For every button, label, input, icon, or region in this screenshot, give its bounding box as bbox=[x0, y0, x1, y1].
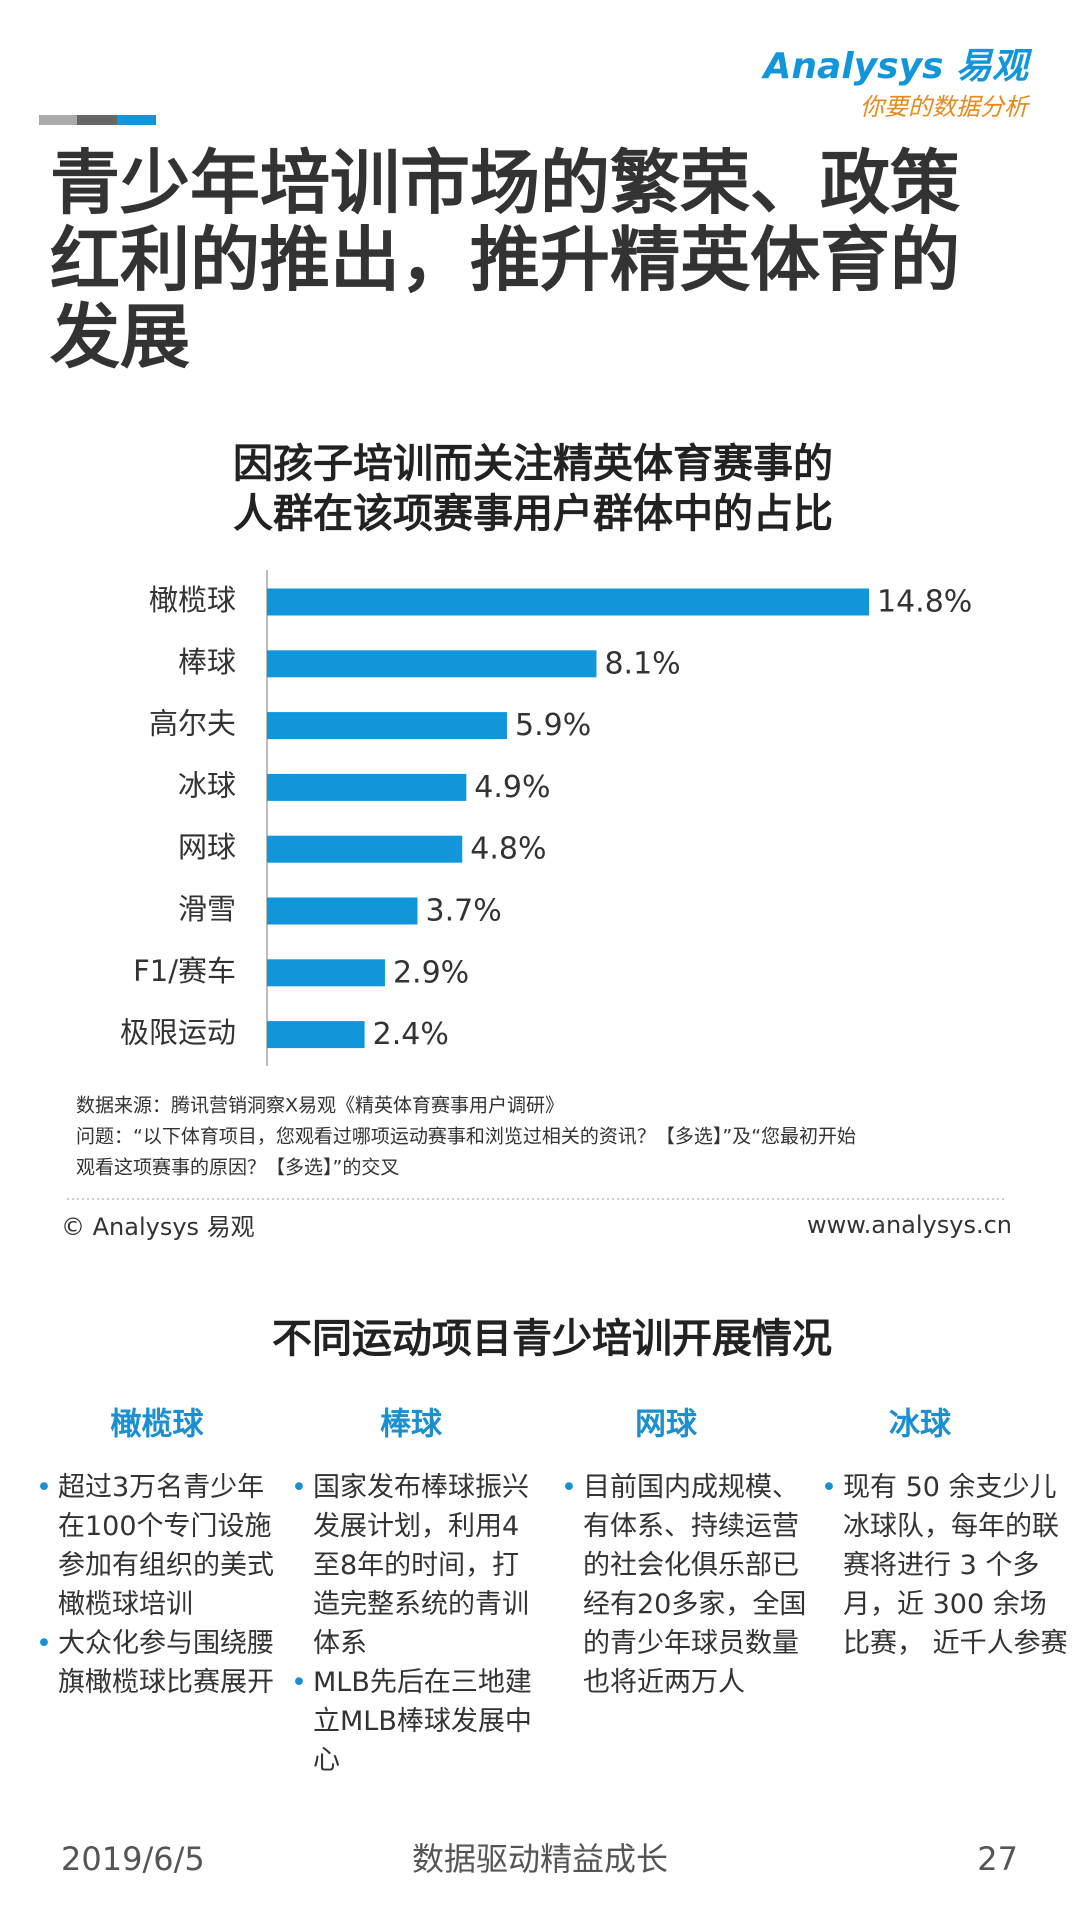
bar bbox=[267, 1021, 365, 1049]
column-body: 超过3万名青少年在100个专门设施参加有组织的美式橄榄球培训大众化参与围绕腰旗橄… bbox=[36, 1468, 286, 1702]
value-label: 5.9% bbox=[515, 708, 591, 743]
category-label: 极限运动 bbox=[120, 1016, 236, 1050]
category-label: 橄榄球 bbox=[149, 583, 236, 617]
bar bbox=[267, 773, 467, 801]
value-label: 14.8% bbox=[877, 585, 972, 620]
bar bbox=[267, 650, 597, 678]
bullet: MLB先后在三地建立MLB棒球发展中心 bbox=[291, 1663, 541, 1780]
copyright: © Analysys 易观 bbox=[61, 1213, 255, 1241]
value-label: 2.9% bbox=[393, 955, 469, 990]
column-title: 冰球 bbox=[889, 1407, 952, 1443]
source-note: 数据来源：腾讯营销洞察X易观《精英体育赛事用户调研》 bbox=[76, 1095, 564, 1117]
bullet: 国家发布棒球振兴发展计划，利用4至8年的时间，打造完整系统的青训体系 bbox=[291, 1468, 541, 1663]
footer-slogan: 数据驱动精益成长 bbox=[412, 1840, 668, 1878]
footer-page: 27 bbox=[977, 1840, 1018, 1878]
deco-bar bbox=[39, 115, 77, 125]
category-label: 高尔夫 bbox=[149, 707, 236, 741]
deco-bar bbox=[77, 115, 117, 125]
bar bbox=[267, 835, 463, 863]
chart-title: 因孩子培训而关注精英体育赛事的 bbox=[233, 441, 833, 487]
value-label: 8.1% bbox=[604, 646, 680, 681]
bar bbox=[267, 588, 869, 616]
value-label: 4.9% bbox=[474, 770, 550, 805]
column-body: 国家发布棒球振兴发展计划，利用4至8年的时间，打造完整系统的青训体系MLB先后在… bbox=[291, 1468, 541, 1780]
value-label: 2.4% bbox=[373, 1017, 449, 1052]
website: www.analysys.cn bbox=[807, 1211, 1012, 1239]
bar bbox=[267, 959, 385, 987]
page-title: 青少年培训市场的繁荣、政策 bbox=[50, 142, 960, 224]
logo-slogan: 你要的数据分析 bbox=[860, 93, 1031, 121]
source-note: 问题：“以下体育项目，您观看过哪项运动赛事和浏览过相关的资讯？【多选】”及“您最… bbox=[76, 1126, 856, 1148]
category-label: F1/赛车 bbox=[133, 954, 236, 988]
category-label: 滑雪 bbox=[178, 892, 236, 926]
source-note: 观看这项赛事的原因？【多选】”的交叉 bbox=[76, 1157, 399, 1179]
chart-title: 人群在该项赛事用户群体中的占比 bbox=[233, 491, 833, 537]
bullet-list: 现有 50 余支少儿冰球队，每年的联赛将进行 3 个多月，近 300 余场比赛，… bbox=[821, 1468, 1071, 1663]
column-body: 现有 50 余支少儿冰球队，每年的联赛将进行 3 个多月，近 300 余场比赛，… bbox=[821, 1468, 1071, 1663]
bullet: 目前国内成规模、有体系、持续运营的社会化俱乐部已经有20多家，全国的青少年球员数… bbox=[561, 1468, 811, 1702]
column-body: 目前国内成规模、有体系、持续运营的社会化俱乐部已经有20多家，全国的青少年球员数… bbox=[561, 1468, 811, 1702]
deco-bar bbox=[117, 115, 156, 125]
bullet: 现有 50 余支少儿冰球队，每年的联赛将进行 3 个多月，近 300 余场比赛，… bbox=[821, 1468, 1071, 1663]
category-label: 网球 bbox=[178, 830, 236, 864]
category-label: 冰球 bbox=[178, 768, 236, 802]
page-title: 发展 bbox=[50, 296, 190, 378]
value-label: 4.8% bbox=[470, 832, 546, 867]
bar bbox=[267, 897, 418, 925]
category-label: 棒球 bbox=[178, 645, 236, 679]
bullet: 超过3万名青少年在100个专门设施参加有组织的美式橄榄球培训 bbox=[36, 1468, 286, 1624]
logo: Analysys 易观 bbox=[761, 46, 1033, 87]
section-title: 不同运动项目青少培训开展情况 bbox=[272, 1316, 832, 1362]
page-title: 红利的推出，推升精英体育的 bbox=[50, 219, 960, 301]
footer-date: 2019/6/5 bbox=[61, 1840, 205, 1878]
bar bbox=[267, 712, 507, 740]
bullet-list: 国家发布棒球振兴发展计划，利用4至8年的时间，打造完整系统的青训体系MLB先后在… bbox=[291, 1468, 541, 1780]
value-label: 3.7% bbox=[426, 894, 502, 929]
column-title: 橄榄球 bbox=[111, 1407, 205, 1443]
bullet-list: 超过3万名青少年在100个专门设施参加有组织的美式橄榄球培训大众化参与围绕腰旗橄… bbox=[36, 1468, 286, 1702]
bullet: 大众化参与围绕腰旗橄榄球比赛展开 bbox=[36, 1624, 286, 1702]
column-title: 网球 bbox=[635, 1407, 698, 1443]
column-title: 棒球 bbox=[380, 1407, 443, 1443]
bullet-list: 目前国内成规模、有体系、持续运营的社会化俱乐部已经有20多家，全国的青少年球员数… bbox=[561, 1468, 811, 1702]
